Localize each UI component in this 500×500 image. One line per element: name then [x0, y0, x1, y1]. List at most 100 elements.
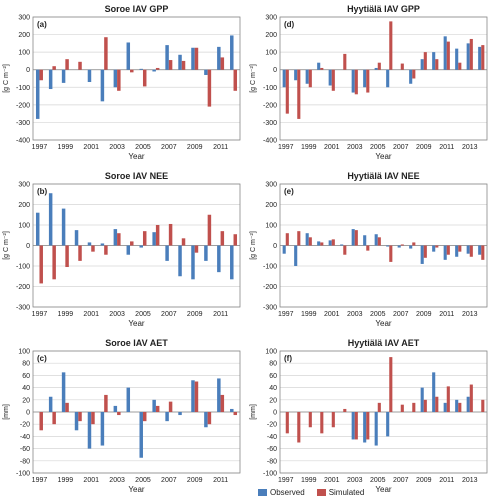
bar-simulated-b-2012	[233, 234, 238, 246]
x-tick-label-a: 1999	[58, 144, 74, 151]
bar-simulated-b-2010	[207, 214, 212, 246]
x-tick-label-d: 2007	[393, 144, 409, 151]
bar-observed-d-2009	[420, 59, 424, 70]
x-tick-label-f: 2013	[462, 477, 478, 484]
bar-observed-a-2007	[165, 45, 169, 70]
x-tick-label-b: 2001	[83, 311, 99, 318]
y-tick-label-c: -60	[20, 446, 30, 453]
bar-observed-c-2012	[230, 408, 234, 412]
bar-observed-e-2010	[432, 245, 436, 252]
bar-simulated-e-2002	[343, 245, 347, 255]
bar-simulated-f-2004	[366, 412, 370, 440]
y-tick-label-d: -100	[263, 85, 277, 92]
bar-simulated-b-2011	[220, 231, 225, 246]
y-tick-label-d: 0	[273, 67, 277, 74]
bar-observed-d-2011	[443, 36, 447, 70]
y-tick-label-a: -400	[16, 138, 30, 145]
chart-panel-a: Soroe IAV GPP -400 -300 -200 -100 0 100 200 300 1…	[3, 4, 241, 161]
bar-observed-e-2011	[443, 245, 447, 260]
bar-simulated-b-2004	[130, 241, 134, 246]
x-tick-label-d: 2013	[462, 144, 478, 151]
y-tick-label-e: -100	[263, 264, 277, 271]
bar-observed-a-2001	[87, 69, 92, 83]
bar-simulated-e-2012	[458, 245, 462, 252]
bar-simulated-b-2003	[117, 233, 121, 246]
bar-simulated-d-2012	[458, 62, 462, 70]
bar-simulated-e-1998	[297, 231, 301, 246]
bar-simulated-f-2007	[400, 404, 404, 412]
x-tick-label-f: 2001	[324, 477, 340, 484]
bar-observed-f-2012	[455, 399, 459, 412]
x-tick-label-e: 2005	[370, 311, 386, 318]
x-tick-label-d: 2003	[347, 144, 363, 151]
bar-simulated-a-2012	[233, 69, 238, 91]
bar-observed-b-2008	[178, 245, 182, 277]
y-axis-label-b: [g C m⁻²]	[3, 231, 10, 260]
bar-simulated-f-1997	[285, 412, 289, 434]
bar-simulated-f-2014	[481, 399, 485, 412]
bar-observed-d-2008	[409, 69, 413, 84]
bar-observed-b-2006	[152, 232, 156, 246]
bar-observed-a-2004	[126, 42, 131, 70]
bar-observed-d-2001	[328, 69, 332, 86]
y-tick-label-b: -100	[16, 264, 30, 271]
x-tick-label-b: 2005	[135, 311, 151, 318]
bar-observed-e-2003	[351, 229, 355, 246]
bar-simulated-a-2009	[194, 47, 199, 70]
bar-simulated-b-1998	[52, 245, 56, 280]
bar-simulated-e-1999	[308, 237, 312, 246]
bar-observed-b-2009	[191, 245, 195, 280]
chart-panel-f: Hyytiälä IAV AET -100 -80 -60 -40 -20 0 20 40 60 8…	[250, 338, 488, 494]
bar-observed-a-2011	[217, 46, 221, 70]
legend-swatch-observed	[258, 488, 267, 496]
bar-observed-c-2005	[139, 412, 143, 458]
x-tick-label-d: 1999	[301, 144, 317, 151]
x-tick-label-a: 2001	[83, 144, 99, 151]
y-tick-label-a: 300	[18, 15, 30, 22]
bar-simulated-a-1997	[39, 69, 43, 81]
x-axis-label-a: Year	[128, 152, 145, 161]
x-tick-label-d: 1997	[278, 144, 294, 151]
bar-simulated-f-2006	[389, 357, 393, 412]
bar-simulated-a-2002	[104, 37, 108, 70]
x-tick-label-c: 2007	[161, 477, 177, 484]
bar-simulated-f-2002	[343, 408, 347, 412]
bar-observed-b-2002	[100, 243, 105, 246]
bar-simulated-b-2000	[78, 245, 82, 261]
x-tick-label-c: 2009	[187, 477, 203, 484]
bar-simulated-f-2008	[412, 402, 416, 412]
x-tick-label-a: 1997	[32, 144, 48, 151]
bar-observed-b-1997	[35, 212, 40, 246]
bar-observed-c-2006	[152, 399, 156, 412]
y-tick-label-c: -100	[16, 471, 30, 478]
y-tick-label-c: -20	[20, 422, 30, 429]
y-tick-label-d: 300	[265, 15, 277, 22]
bar-simulated-d-2000	[320, 67, 324, 70]
bar-simulated-d-2014	[481, 45, 485, 70]
y-tick-label-e: -200	[263, 284, 277, 291]
bar-simulated-d-2001	[331, 69, 335, 91]
x-tick-label-d: 2011	[439, 144, 454, 151]
y-tick-label-b: -200	[16, 284, 30, 291]
panel-label-a: (a)	[37, 20, 47, 29]
bar-observed-b-2012	[230, 245, 234, 280]
bar-observed-b-1999	[61, 208, 66, 246]
bar-observed-c-1998	[48, 396, 53, 412]
bar-simulated-d-1999	[308, 69, 312, 88]
panel-label-c: (c)	[37, 354, 47, 363]
bar-simulated-d-2010	[435, 59, 439, 70]
bar-simulated-c-2011	[220, 394, 225, 412]
panel-label-d: (d)	[284, 20, 295, 29]
bar-simulated-f-2009	[423, 399, 427, 412]
bar-observed-e-2005	[374, 234, 378, 246]
bar-observed-c-2001	[87, 412, 92, 449]
chart-panel-b: Soroe IAV NEE -300 -200 -100 0 100 200 300 1997 1…	[3, 171, 241, 328]
x-tick-label-f: 2007	[393, 477, 409, 484]
y-tick-label-f: -80	[267, 458, 277, 465]
bar-observed-f-2011	[443, 402, 447, 412]
legend-label-simulated: Simulated	[328, 487, 365, 497]
x-axis-label-e: Year	[375, 319, 392, 328]
y-tick-label-c: 100	[18, 349, 30, 356]
bar-simulated-b-2005	[142, 231, 147, 246]
